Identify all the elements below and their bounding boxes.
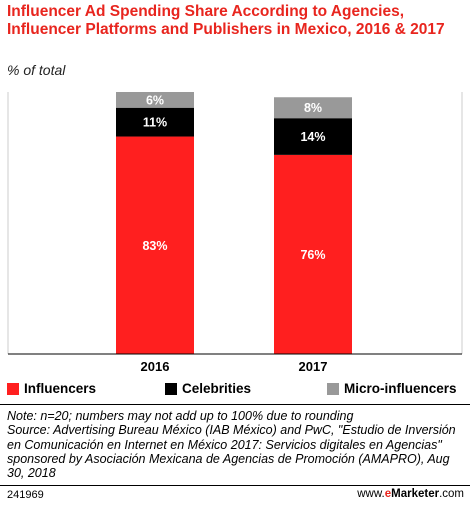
legend-item-influencers: Influencers [7,381,96,396]
source-text: Source: Advertising Bureau México (IAB M… [7,423,456,481]
brand-suffix: .com [439,488,464,500]
data-label-celebrities-2016: 11% [143,116,167,130]
legend-item-micro-influencers: Micro-influencers [327,381,457,396]
brand-name: Marketer [391,488,440,500]
footer-divider [0,485,470,486]
legend-label-micro-influencers: Micro-influencers [344,381,457,396]
legend-swatch-micro-influencers [327,382,339,395]
bar-celebrities-2016 [116,107,194,137]
x-tick-label-2016: 2016 [141,359,170,374]
legend-swatch-celebrities [165,382,177,395]
note-text: Note: n=20; numbers may not add up to 10… [7,409,354,423]
notes-block: Note: n=20; numbers may not add up to 10… [7,409,463,480]
chart-id: 241969 [7,489,44,501]
data-label-influencers-2017: 76% [300,248,325,262]
brand-prefix: www. [357,488,385,500]
legend-label-influencers: Influencers [24,381,97,396]
legend: Influencers Celebrities Micro-influencer… [7,381,467,399]
legend-label-celebrities: Celebrities [182,381,252,396]
bar-micro-influencers-2016 [116,92,194,108]
data-label-micro-influencers-2017: 8% [304,101,322,115]
bar-micro-influencers-2017 [274,97,352,119]
x-tick-label-2017: 2017 [299,359,328,374]
chart-title: Influencer Ad Spending Share According t… [7,3,445,38]
stacked-bar-chart: 83% 11% 6% 2016 76% 14% 8% 2017 [7,92,463,374]
data-label-influencers-2016: 83% [142,239,167,253]
bar-influencers-2016 [116,136,194,354]
legend-swatch-influencers [7,382,19,395]
bar-influencers-2017 [274,154,352,354]
brand-e: e [384,488,392,500]
data-label-micro-influencers-2016: 6% [146,93,164,107]
data-label-celebrities-2017: 14% [300,130,325,144]
emarketer-brand: www.eMarketer.com [357,488,464,500]
bar-celebrities-2017 [274,118,352,155]
legend-item-celebrities: Celebrities [165,381,251,396]
notes-divider [0,404,470,405]
chart-subtitle: % of total [7,62,66,78]
